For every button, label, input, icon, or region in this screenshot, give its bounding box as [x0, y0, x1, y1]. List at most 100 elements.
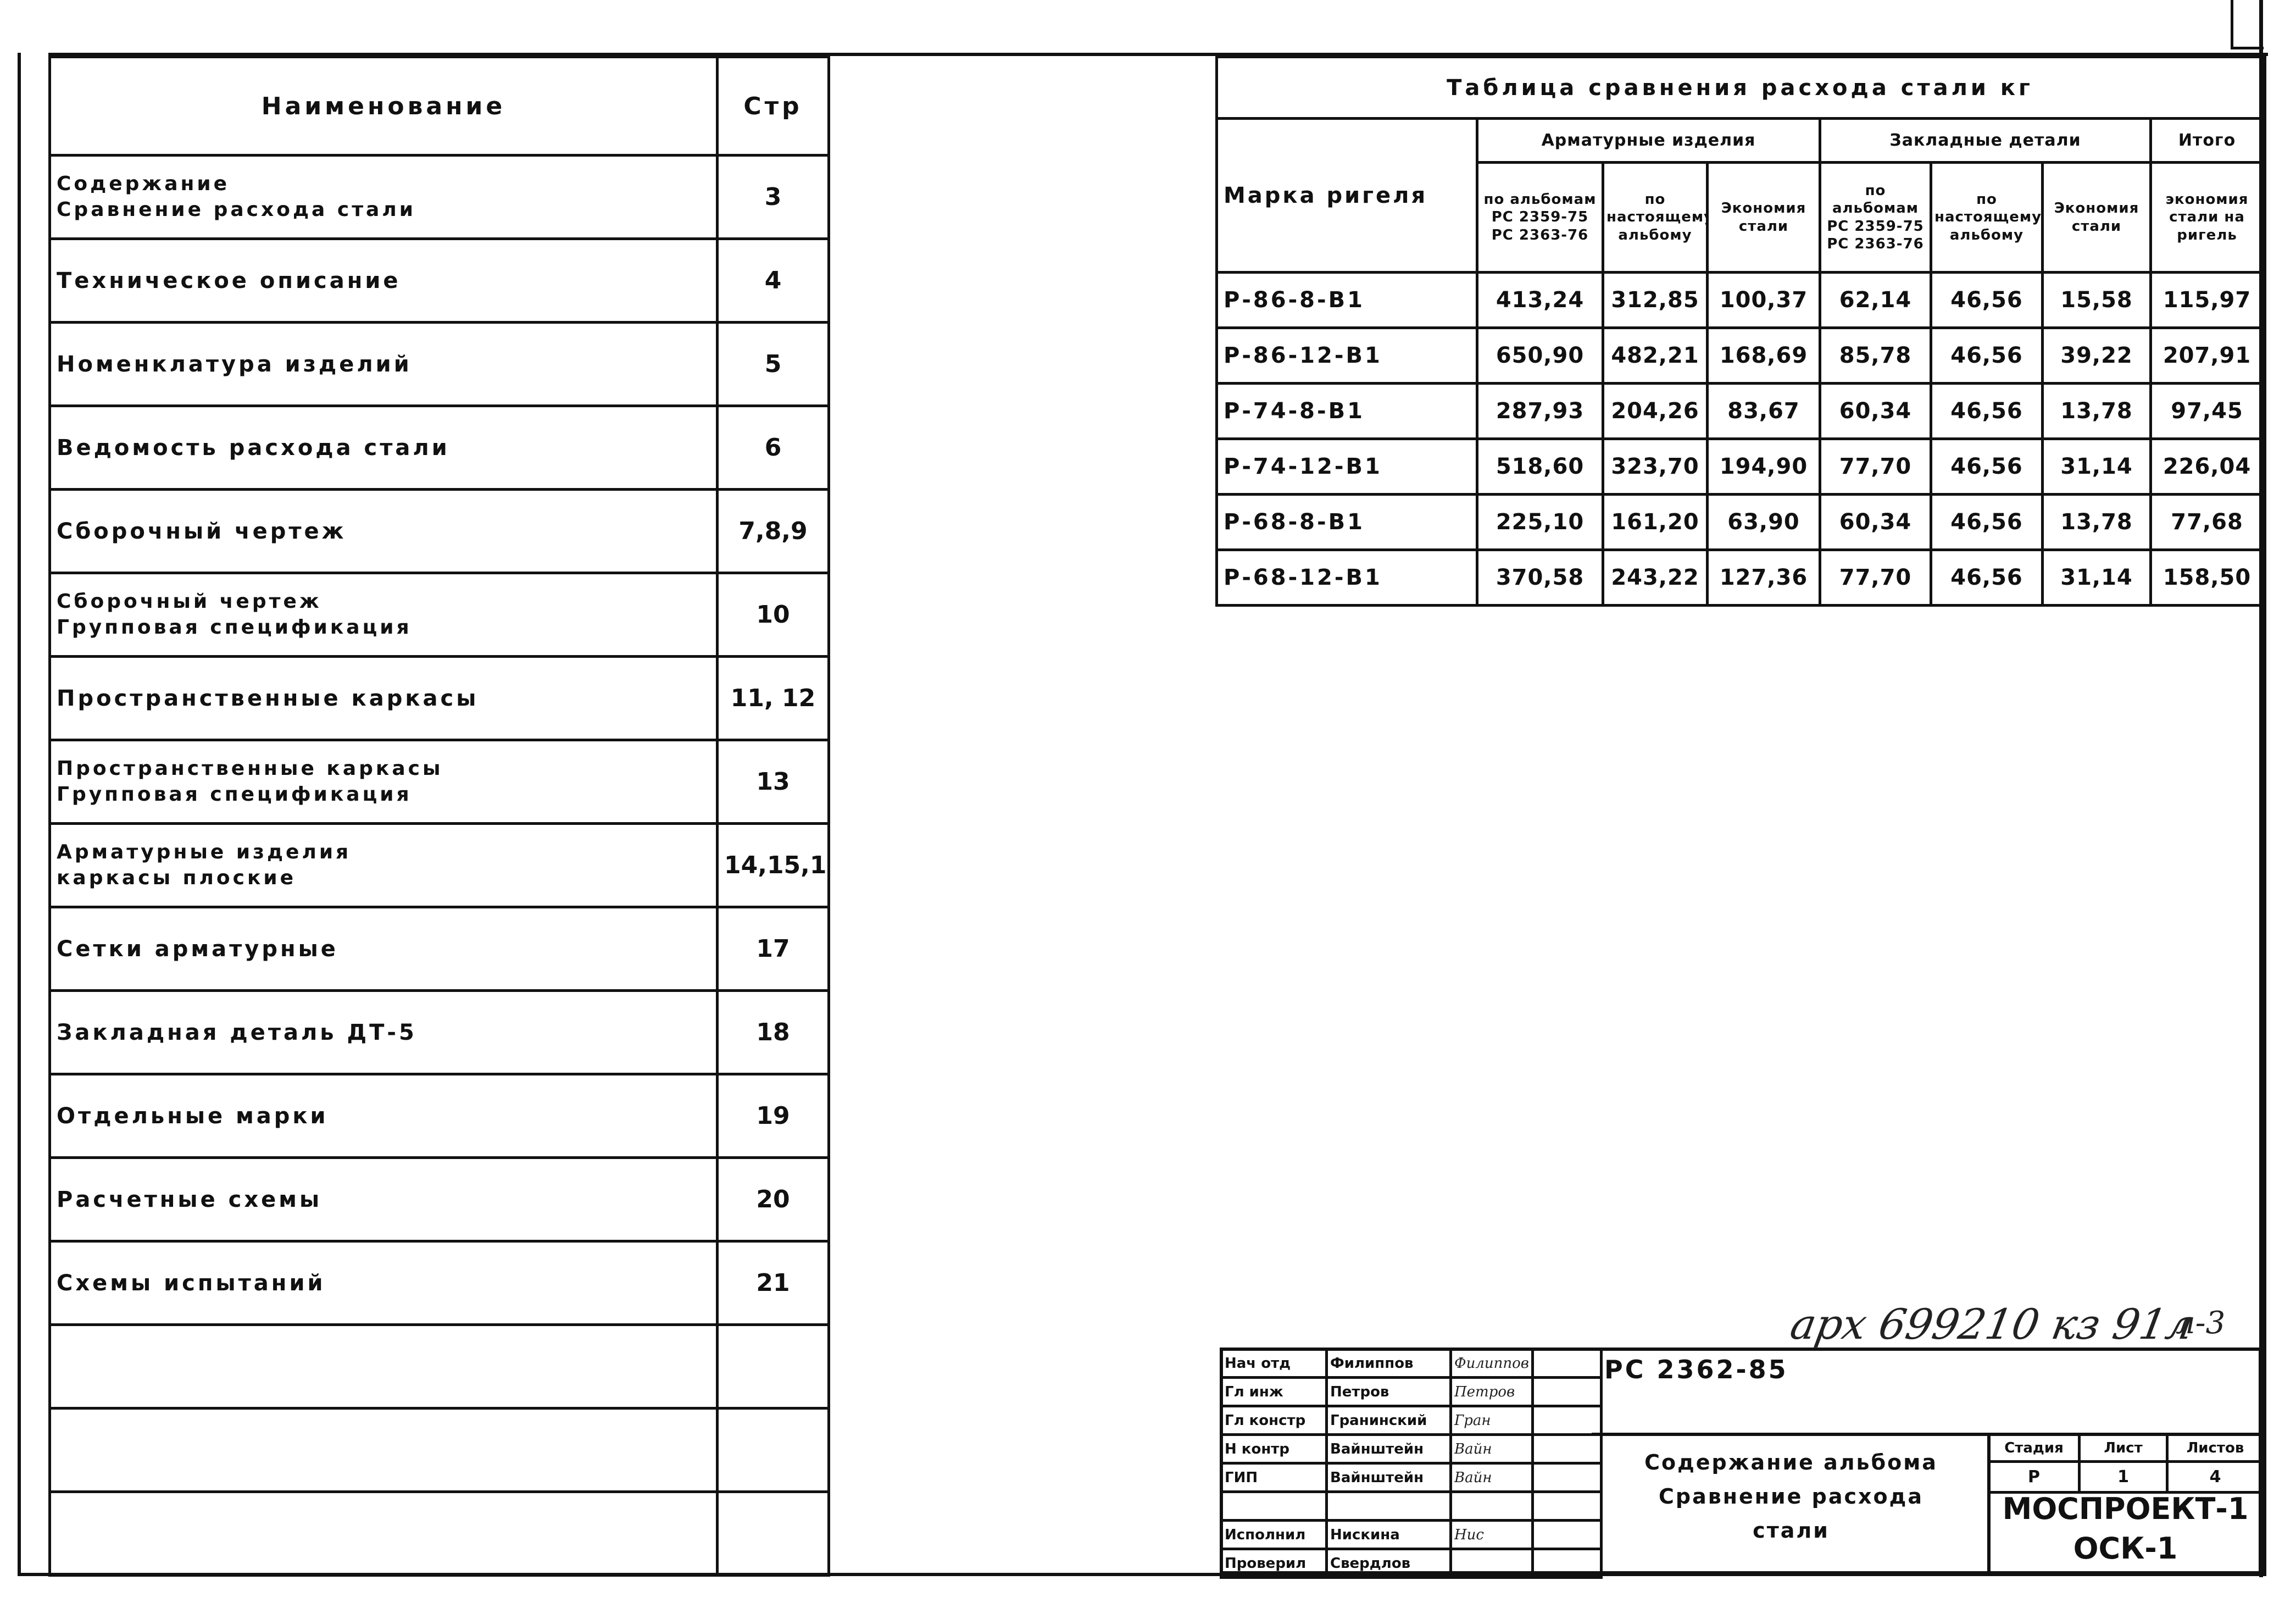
sheets-total-value: 4 — [2166, 1460, 2265, 1494]
steel-row: Р-74-12-В1 518,60 323,70 194,90 77,70 46,56 31… — [1215, 437, 2265, 496]
description-line: Содержание альбома — [1644, 1450, 1938, 1474]
staff-signature: Вайн — [1449, 1433, 1534, 1465]
item-name-line: Пространственные каркасы — [57, 757, 443, 780]
steel-subheader: по альбомам РС 2359-75 РС 2363-76 — [1819, 161, 1932, 274]
steel-row: Р-68-8-В1 225,10 161,20 63,90 60,34 46,56 13,7… — [1215, 493, 2265, 551]
steel-value: 207,91 — [2149, 326, 2265, 385]
contents-item-name: Сборочный чертеж — [48, 488, 719, 574]
mark-column-header: Марка ригеля — [1215, 117, 1478, 274]
steel-value: 127,36 — [1706, 548, 1821, 607]
staff-date — [1531, 1462, 1603, 1493]
department-name: ОСК-1 — [2073, 1531, 2178, 1566]
steel-value: 287,93 — [1476, 382, 1604, 440]
staff-row — [1220, 1490, 1603, 1522]
girder-mark: Р-86-8-В1 — [1215, 271, 1478, 329]
steel-value: 158,50 — [2149, 548, 2265, 607]
contents-item-name: Схемы испытаний — [48, 1240, 719, 1326]
steel-value: 60,34 — [1819, 493, 1932, 551]
item-name-line: каркасы плоские — [57, 866, 297, 889]
sheets-total-header: Листов — [2166, 1433, 2265, 1463]
steel-value: 168,69 — [1706, 326, 1821, 385]
item-name-line: Сетки арматурные — [57, 936, 338, 962]
contents-item-page: 13 — [716, 739, 830, 825]
steel-row: Р-74-8-В1 287,93 204,26 83,67 60,34 46,56 13,7… — [1215, 382, 2265, 440]
contents-item-page: 4 — [716, 237, 830, 324]
steel-subheader: Экономия стали — [2041, 161, 2152, 274]
contents-item-page: 7,8,9 — [716, 488, 830, 574]
steel-value: 77,68 — [2149, 493, 2265, 551]
staff-date — [1531, 1490, 1603, 1522]
title-block-divider — [1987, 1433, 1991, 1574]
item-name-line: Номенклатура изделий — [57, 351, 412, 377]
staff-date — [1531, 1405, 1603, 1436]
contents-item-name: Пространственные каркасы Групповая специф… — [48, 739, 719, 825]
contents-row: Сетки арматурные 17 — [48, 906, 830, 992]
contents-row: Схемы испытаний 21 — [48, 1240, 830, 1326]
title-block-divider — [1592, 1433, 2262, 1436]
steel-value: 83,67 — [1706, 382, 1821, 440]
contents-item-name: Номенклатура изделий — [48, 321, 719, 407]
steel-value: 482,21 — [1602, 326, 1709, 385]
steel-row: Р-68-12-В1 370,58 243,22 127,36 77,70 46,56 31… — [1215, 548, 2265, 607]
staff-row: Исполнил Нискина Нис — [1220, 1519, 1603, 1550]
item-name-line: Сравнение расхода стали — [57, 198, 416, 221]
contents-item-page: 6 — [716, 404, 830, 491]
staff-role — [1220, 1490, 1328, 1522]
steel-value: 46,56 — [1930, 271, 2044, 329]
contents-row — [48, 1490, 830, 1577]
steel-value: 63,90 — [1706, 493, 1821, 551]
staff-name: Гранинский — [1325, 1405, 1452, 1436]
steel-value: 46,56 — [1930, 382, 2044, 440]
stage-header: Стадия — [1987, 1433, 2081, 1463]
steel-value: 97,45 — [2149, 382, 2265, 440]
contents-item-name: Содержание Сравнение расхода стали — [48, 154, 719, 240]
sheet-note: л-3 — [2176, 1305, 2226, 1341]
contents-item-name: Сборочный чертеж Групповая спецификация — [48, 572, 719, 658]
archive-note: арх 699210 кз 91л — [1787, 1300, 2198, 1349]
contents-item-name: Пространственные каркасы — [48, 655, 719, 741]
contents-item-name — [48, 1323, 719, 1410]
contents-row: Закладная деталь ДТ-5 18 — [48, 989, 830, 1075]
steel-value: 77,70 — [1819, 548, 1932, 607]
contents-item-page: 5 — [716, 321, 830, 407]
steel-value: 370,58 — [1476, 548, 1604, 607]
item-name-line: Ведомость расхода стали — [57, 435, 450, 461]
staff-row: ГИП Вайнштейн Вайн — [1220, 1462, 1603, 1493]
staff-name: Филиппов — [1325, 1348, 1452, 1379]
contents-item-name — [48, 1407, 719, 1493]
staff-role: Проверил — [1220, 1548, 1328, 1579]
contents-item-page: 18 — [716, 989, 830, 1075]
steel-row: Р-86-12-В1 650,90 482,21 168,69 85,78 46,56 39… — [1215, 326, 2265, 385]
staff-date — [1531, 1348, 1603, 1379]
steel-value: 226,04 — [2149, 437, 2265, 496]
steel-value: 77,70 — [1819, 437, 1932, 496]
steel-value: 194,90 — [1706, 437, 1821, 496]
group-header-embedded: Закладные детали — [1819, 117, 2152, 164]
contents-item-page: 10 — [716, 572, 830, 658]
sheet-value: 1 — [2078, 1460, 2169, 1494]
staff-date — [1531, 1376, 1603, 1407]
stage-value: Р — [1987, 1460, 2081, 1494]
contents-row: Содержание Сравнение расхода стали 3 — [48, 154, 830, 240]
staff-row: Гл инж Петров Петров — [1220, 1376, 1603, 1407]
item-name-line: Арматурные изделия — [57, 840, 352, 863]
steel-value: 85,78 — [1819, 326, 1932, 385]
steel-value: 15,58 — [2041, 271, 2152, 329]
item-name-line: Расчетные схемы — [57, 1186, 323, 1212]
contents-item-name: Расчетные схемы — [48, 1156, 719, 1243]
item-name-line: Схемы испытаний — [57, 1270, 326, 1296]
staff-date — [1531, 1433, 1603, 1465]
girder-mark: Р-74-12-В1 — [1215, 437, 1478, 496]
description-line: Сравнение расхода — [1658, 1484, 1923, 1509]
contents-item-name: Арматурные изделия каркасы плоские — [48, 822, 719, 908]
group-header-reinforcement: Арматурные изделия — [1476, 117, 1821, 164]
steel-value: 323,70 — [1602, 437, 1709, 496]
contents-row: Техническое описание 4 — [48, 237, 830, 324]
staff-signature: Петров — [1449, 1376, 1534, 1407]
contents-item-name — [48, 1490, 719, 1577]
staff-signature: Вайн — [1449, 1462, 1534, 1493]
steel-value: 62,14 — [1819, 271, 1932, 329]
steel-value: 13,78 — [2041, 493, 2152, 551]
item-name-line: Пространственные каркасы — [57, 685, 479, 711]
item-name-line: Сборочный чертеж — [57, 518, 347, 544]
